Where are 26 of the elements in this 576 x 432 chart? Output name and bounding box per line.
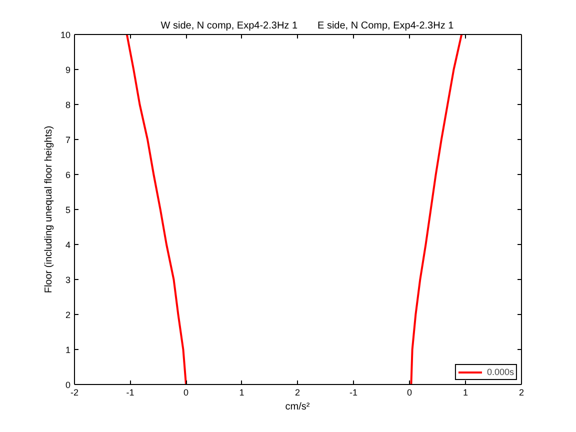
x-tick-label: 2 xyxy=(294,388,300,398)
y-tick-label: 0 xyxy=(65,380,71,390)
y-tick-label: 6 xyxy=(65,170,71,180)
x-axis-title: cm/s² xyxy=(285,402,310,412)
x-tick-label: -1 xyxy=(350,388,358,398)
y-tick-label: 5 xyxy=(65,205,71,215)
legend-label: 0.000s xyxy=(486,367,514,377)
x-tick-label: 1 xyxy=(462,388,468,398)
x-tick-label: 0 xyxy=(183,388,189,398)
line-series xyxy=(126,34,187,384)
y-axis-title: Floor (including unequal floor heights) xyxy=(43,126,54,294)
y-tick-label: 4 xyxy=(65,240,71,250)
y-tick-label: 3 xyxy=(65,275,71,285)
chart-title: W side, N comp, Exp4-2.3Hz 1 xyxy=(160,20,298,32)
y-tick-label: 9 xyxy=(65,65,71,75)
x-tick-label: 2 xyxy=(518,388,524,398)
y-tick-label: 1 xyxy=(65,345,71,355)
y-tick-label: 8 xyxy=(65,100,71,110)
y-tick-label: 2 xyxy=(65,310,71,320)
y-tick-label: 10 xyxy=(60,30,71,40)
x-tick-label: -1 xyxy=(126,388,134,398)
x-tick-label: 1 xyxy=(239,388,244,398)
y-tick-label: 7 xyxy=(65,135,71,145)
x-tick-label: 0 xyxy=(406,388,412,398)
chart-title: E side, N Comp, Exp4-2.3Hz 1 xyxy=(318,20,454,32)
x-tick-label: -2 xyxy=(70,388,79,398)
